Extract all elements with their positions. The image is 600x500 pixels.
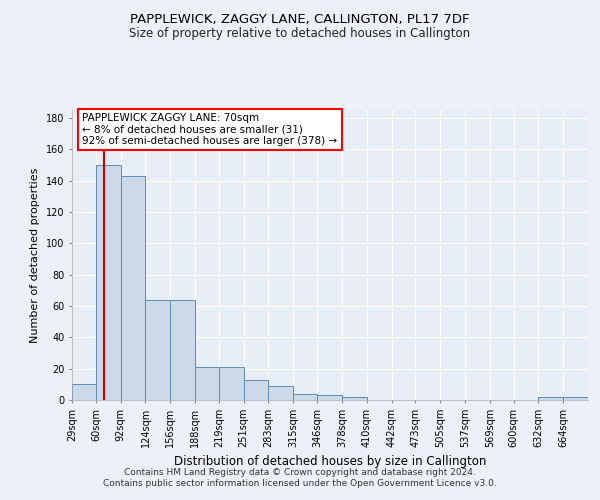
Bar xyxy=(317,396,342,400)
Bar xyxy=(293,394,317,400)
Bar xyxy=(121,176,145,400)
Bar xyxy=(145,300,170,400)
Bar xyxy=(195,367,219,400)
X-axis label: Distribution of detached houses by size in Callington: Distribution of detached houses by size … xyxy=(174,456,486,468)
Bar xyxy=(72,384,96,400)
Bar xyxy=(563,397,588,400)
Text: Size of property relative to detached houses in Callington: Size of property relative to detached ho… xyxy=(130,28,470,40)
Text: PAPPLEWICK ZAGGY LANE: 70sqm
← 8% of detached houses are smaller (31)
92% of sem: PAPPLEWICK ZAGGY LANE: 70sqm ← 8% of det… xyxy=(82,113,337,146)
Bar xyxy=(268,386,293,400)
Bar xyxy=(342,397,367,400)
Text: Contains HM Land Registry data © Crown copyright and database right 2024.
Contai: Contains HM Land Registry data © Crown c… xyxy=(103,468,497,487)
Bar xyxy=(538,397,563,400)
Bar xyxy=(219,367,244,400)
Text: PAPPLEWICK, ZAGGY LANE, CALLINGTON, PL17 7DF: PAPPLEWICK, ZAGGY LANE, CALLINGTON, PL17… xyxy=(130,12,470,26)
Y-axis label: Number of detached properties: Number of detached properties xyxy=(31,168,40,342)
Bar xyxy=(96,165,121,400)
Bar xyxy=(170,300,195,400)
Bar xyxy=(244,380,268,400)
